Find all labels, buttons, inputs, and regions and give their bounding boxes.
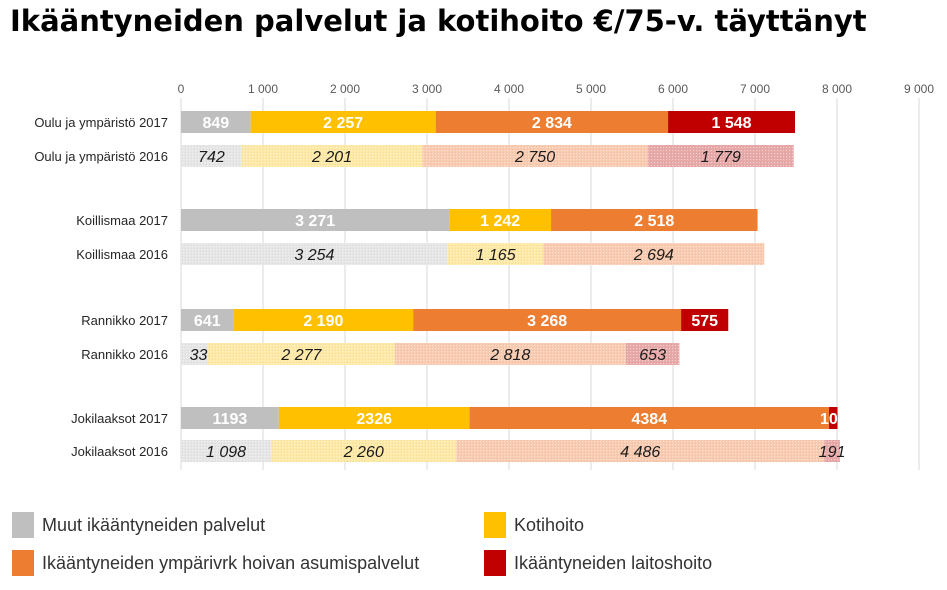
- data-label: 2 834: [532, 115, 572, 132]
- data-label: 2 750: [514, 149, 555, 166]
- bar-hatch: [625, 343, 680, 365]
- bar-segment: [829, 407, 838, 429]
- bar-hatch: [422, 145, 648, 167]
- bar-hatch: [543, 243, 765, 265]
- category-label: Jokilaaksot 2016: [71, 444, 168, 459]
- bar-hatch: [181, 343, 209, 365]
- data-label: 2 518: [634, 213, 674, 230]
- category-label: Koillismaa 2016: [76, 247, 168, 262]
- data-label: 2326: [356, 411, 392, 428]
- data-label: 2 694: [633, 247, 674, 264]
- legend-swatch-kotihoito: [484, 512, 506, 538]
- bar-segment: [449, 209, 552, 231]
- bar-segment: [469, 407, 830, 429]
- data-label: 3 268: [527, 313, 567, 330]
- data-label: 1 098: [206, 444, 246, 461]
- x-tick-label: 0: [178, 82, 185, 96]
- x-tick-label: 9 000: [904, 82, 934, 96]
- bar-segment: [551, 209, 758, 231]
- data-label: 742: [198, 149, 225, 166]
- legend-label-kotihoito: Kotihoito: [514, 514, 585, 535]
- legend-label-asumispalvelut: Ikääntyneiden ympärivrk hoivan asumispal…: [42, 552, 420, 573]
- bar-hatch: [181, 243, 448, 265]
- x-tick-label: 4 000: [494, 82, 524, 96]
- x-tick-label: 2 000: [330, 82, 360, 96]
- category-label: Oulu ja ympäristö 2017: [34, 115, 168, 130]
- category-label: Rannikko 2016: [81, 347, 168, 362]
- category-label: Oulu ja ympäristö 2016: [34, 149, 168, 164]
- legend-swatch-muut: [12, 512, 34, 538]
- bar-hatch: [181, 145, 242, 167]
- legend-item-muut: Muut ikääntyneiden palvelut: [12, 512, 265, 538]
- bar-hatch: [271, 440, 457, 462]
- bar-segment: [250, 111, 436, 133]
- data-label: 2 277: [280, 347, 322, 364]
- data-label: 3 271: [295, 213, 335, 230]
- category-label: Jokilaaksot 2017: [71, 411, 168, 426]
- legend-item-laitoshoito: Ikääntyneiden laitoshoito: [484, 550, 712, 576]
- bar-hatch: [456, 440, 825, 462]
- x-tick-label: 7 000: [740, 82, 770, 96]
- x-tick-label: 1 000: [248, 82, 278, 96]
- bar-segment: [233, 309, 414, 331]
- data-label: 2 190: [303, 313, 343, 330]
- data-label: 1 548: [712, 115, 752, 132]
- bar-hatch: [394, 343, 626, 365]
- x-tick-label: 8 000: [822, 82, 852, 96]
- data-label: 653: [639, 347, 666, 364]
- legend-swatch-laitoshoito: [484, 550, 506, 576]
- category-label: Koillismaa 2017: [76, 213, 168, 228]
- bar-segment: [435, 111, 669, 133]
- data-label: 1 165: [476, 247, 516, 264]
- data-label: 4 486: [620, 444, 660, 461]
- bar-segment: [413, 309, 682, 331]
- data-label: 1193: [213, 411, 248, 428]
- bar-hatch: [208, 343, 395, 365]
- legend-item-asumispalvelut: Ikääntyneiden ympärivrk hoivan asumispal…: [12, 550, 419, 576]
- bar-segment: [181, 111, 251, 133]
- x-tick-label: 3 000: [412, 82, 442, 96]
- bar-hatch: [824, 440, 840, 462]
- legend-swatch-asumispalvelut: [12, 550, 34, 576]
- data-label: 2 260: [343, 444, 384, 461]
- x-tick-label: 6 000: [658, 82, 688, 96]
- bar-hatch: [647, 145, 794, 167]
- data-label: 641: [194, 313, 221, 330]
- legend-item-kotihoito: Kotihoito: [484, 512, 584, 538]
- data-label: 191: [819, 444, 846, 461]
- data-label: 104: [820, 411, 847, 428]
- bar-hatch: [447, 243, 544, 265]
- bar-segment: [181, 309, 234, 331]
- x-tick-label: 5 000: [576, 82, 606, 96]
- data-label: 1 779: [701, 149, 741, 166]
- bar-segment: [681, 309, 729, 331]
- data-label: 2 818: [489, 347, 530, 364]
- bar-segment: [278, 407, 470, 429]
- data-label: 575: [691, 313, 718, 330]
- chart-title: Ikääntyneiden palvelut ja kotihoito €/75…: [10, 4, 867, 38]
- data-label: 3 254: [294, 247, 334, 264]
- legend-label-laitoshoito: Ikääntyneiden laitoshoito: [514, 552, 713, 573]
- data-label: 2 257: [323, 115, 363, 132]
- data-label: 2 201: [311, 149, 352, 166]
- stacked-bar-chart: 0 1 000 2 000 3 000 4 000 5 000 6 000 7 000 8 00…: [34, 82, 935, 470]
- data-label: 1 242: [480, 213, 520, 230]
- category-labels: Oulu ja ympäristö 2017 Oulu ja ympäristö …: [34, 115, 168, 459]
- data-label: 849: [202, 115, 229, 132]
- bar-segment: [181, 407, 279, 429]
- bar-hatch: [181, 440, 272, 462]
- bars: 849 2 257 2 834 1 548 742 2 201 2 750 1 779 3 27…: [181, 111, 847, 462]
- bar-hatch: [241, 145, 423, 167]
- category-label: Rannikko 2017: [81, 313, 168, 328]
- legend-label-muut: Muut ikääntyneiden palvelut: [42, 514, 266, 535]
- data-label: 4384: [632, 411, 668, 428]
- x-axis-ticks: 0 1 000 2 000 3 000 4 000 5 000 6 000 7 000 8 00…: [178, 82, 935, 96]
- bar-segment: [181, 209, 450, 231]
- bar-segment: [668, 111, 796, 133]
